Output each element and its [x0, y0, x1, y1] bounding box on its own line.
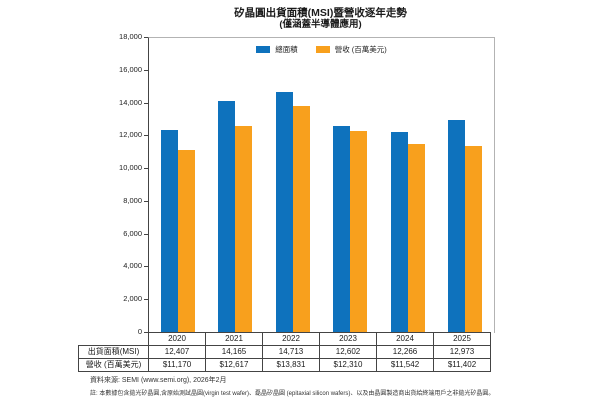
- y-tick-label: 8,000: [123, 195, 142, 205]
- table-value-cell: $11,542: [376, 358, 434, 372]
- data-table: 2020 2021 2022 2023 2024 2025 出貨面積(MSI) 12,407 1…: [78, 332, 491, 372]
- chart-title: 矽晶圓出貨面積(MSI)暨營收逐年走勢: [234, 7, 407, 19]
- legend-swatch-icon: [256, 46, 271, 53]
- bar-area-2020: [160, 130, 178, 333]
- table-value-cell: 12,266: [376, 345, 434, 359]
- table-value-cell: 14,165: [205, 345, 263, 359]
- bar-revenue-2022: [292, 106, 310, 333]
- bar-area-2024: [390, 132, 408, 333]
- table-value-cell: 14,713: [262, 345, 320, 359]
- bar-group-2025: [437, 38, 495, 333]
- y-tick-label: 10,000: [119, 163, 142, 173]
- bar-area-2022: [275, 92, 293, 333]
- legend-swatch-icon: [315, 46, 330, 53]
- y-tick-mark: [144, 299, 148, 301]
- table-year-header: 2025: [433, 332, 491, 346]
- y-tick-mark: [144, 37, 148, 38]
- table-value-cell: $12,310: [319, 358, 377, 372]
- legend-label: 營收 (百萬美元): [334, 45, 387, 54]
- y-tick-label: 6,000: [123, 228, 142, 238]
- y-tick-mark: [144, 102, 148, 104]
- y-tick-mark: [144, 135, 148, 137]
- table-value-cell: 12,973: [433, 345, 491, 359]
- legend-label: 總面積: [275, 45, 298, 54]
- table-year-header: 2022: [262, 332, 320, 346]
- table-row: 出貨面積(MSI) 12,407 14,165 14,713 12,602 12,266 1…: [78, 345, 491, 359]
- bar-revenue-2024: [407, 144, 425, 333]
- y-tick-mark: [144, 332, 148, 333]
- table-year-header: 2020: [148, 332, 206, 346]
- bar-revenue-2020: [177, 150, 195, 333]
- table-row: 營收 (百萬美元) $11,170 $12,617 $13,831 $12,310 $11…: [78, 358, 491, 372]
- y-tick-label: 0: [137, 327, 142, 336]
- table-value-cell: $13,831: [262, 358, 320, 372]
- table-value-cell: $11,402: [433, 358, 491, 372]
- bar-series-container: [149, 38, 494, 333]
- table-year-header: 2023: [319, 332, 377, 346]
- y-tick-label: 14,000: [119, 97, 142, 107]
- chart-legend: 總面積 營收 (百萬美元): [149, 44, 494, 55]
- y-tick-label: 2,000: [123, 294, 142, 304]
- y-tick-mark: [144, 168, 148, 170]
- plot-area: 總面積 營收 (百萬美元): [148, 37, 495, 333]
- y-tick-mark: [144, 200, 148, 202]
- table-year-header: 2021: [205, 332, 263, 346]
- legend-item-area: 總面積: [256, 44, 298, 55]
- source-text: 資料來源: SEMI (www.semi.org), 2026年2月: [90, 377, 227, 384]
- chart-subtitle: (僅涵蓋半導體應用): [279, 19, 362, 30]
- bar-revenue-2025: [465, 146, 483, 333]
- y-tick-label: 4,000: [123, 261, 142, 271]
- bar-group-2021: [207, 38, 265, 333]
- chart-title-block: 矽晶圓出貨面積(MSI)暨營收逐年走勢 (僅涵蓋半導體應用): [118, 7, 523, 30]
- y-tick-mark: [144, 266, 148, 268]
- bar-group-2023: [322, 38, 380, 333]
- bar-group-2022: [264, 38, 322, 333]
- bar-revenue-2023: [350, 131, 368, 333]
- bar-area-2025: [448, 120, 466, 333]
- bar-group-2024: [379, 38, 437, 333]
- bar-group-2020: [149, 38, 207, 333]
- y-tick-label: 12,000: [119, 130, 142, 140]
- table-value-cell: $11,170: [148, 358, 206, 372]
- y-tick-label: 18,000: [119, 32, 142, 41]
- legend-item-revenue: 營收 (百萬美元): [315, 44, 387, 55]
- bar-area-2021: [218, 101, 236, 333]
- table-year-header: 2024: [376, 332, 434, 346]
- table-row-label: 出貨面積(MSI): [78, 345, 149, 359]
- note-text: 註: 本數據包含拋光矽晶圓,含原始測試晶圓(virgin test wafer)…: [90, 391, 495, 397]
- table-value-cell: $12,617: [205, 358, 263, 372]
- table-value-cell: 12,602: [319, 345, 377, 359]
- y-tick-mark: [144, 69, 148, 71]
- bar-area-2023: [333, 126, 351, 333]
- table-value-cell: 12,407: [148, 345, 206, 359]
- bar-revenue-2021: [235, 126, 253, 333]
- table-row-label: 營收 (百萬美元): [78, 358, 149, 372]
- y-tick-mark: [144, 233, 148, 235]
- y-tick-label: 16,000: [119, 64, 142, 74]
